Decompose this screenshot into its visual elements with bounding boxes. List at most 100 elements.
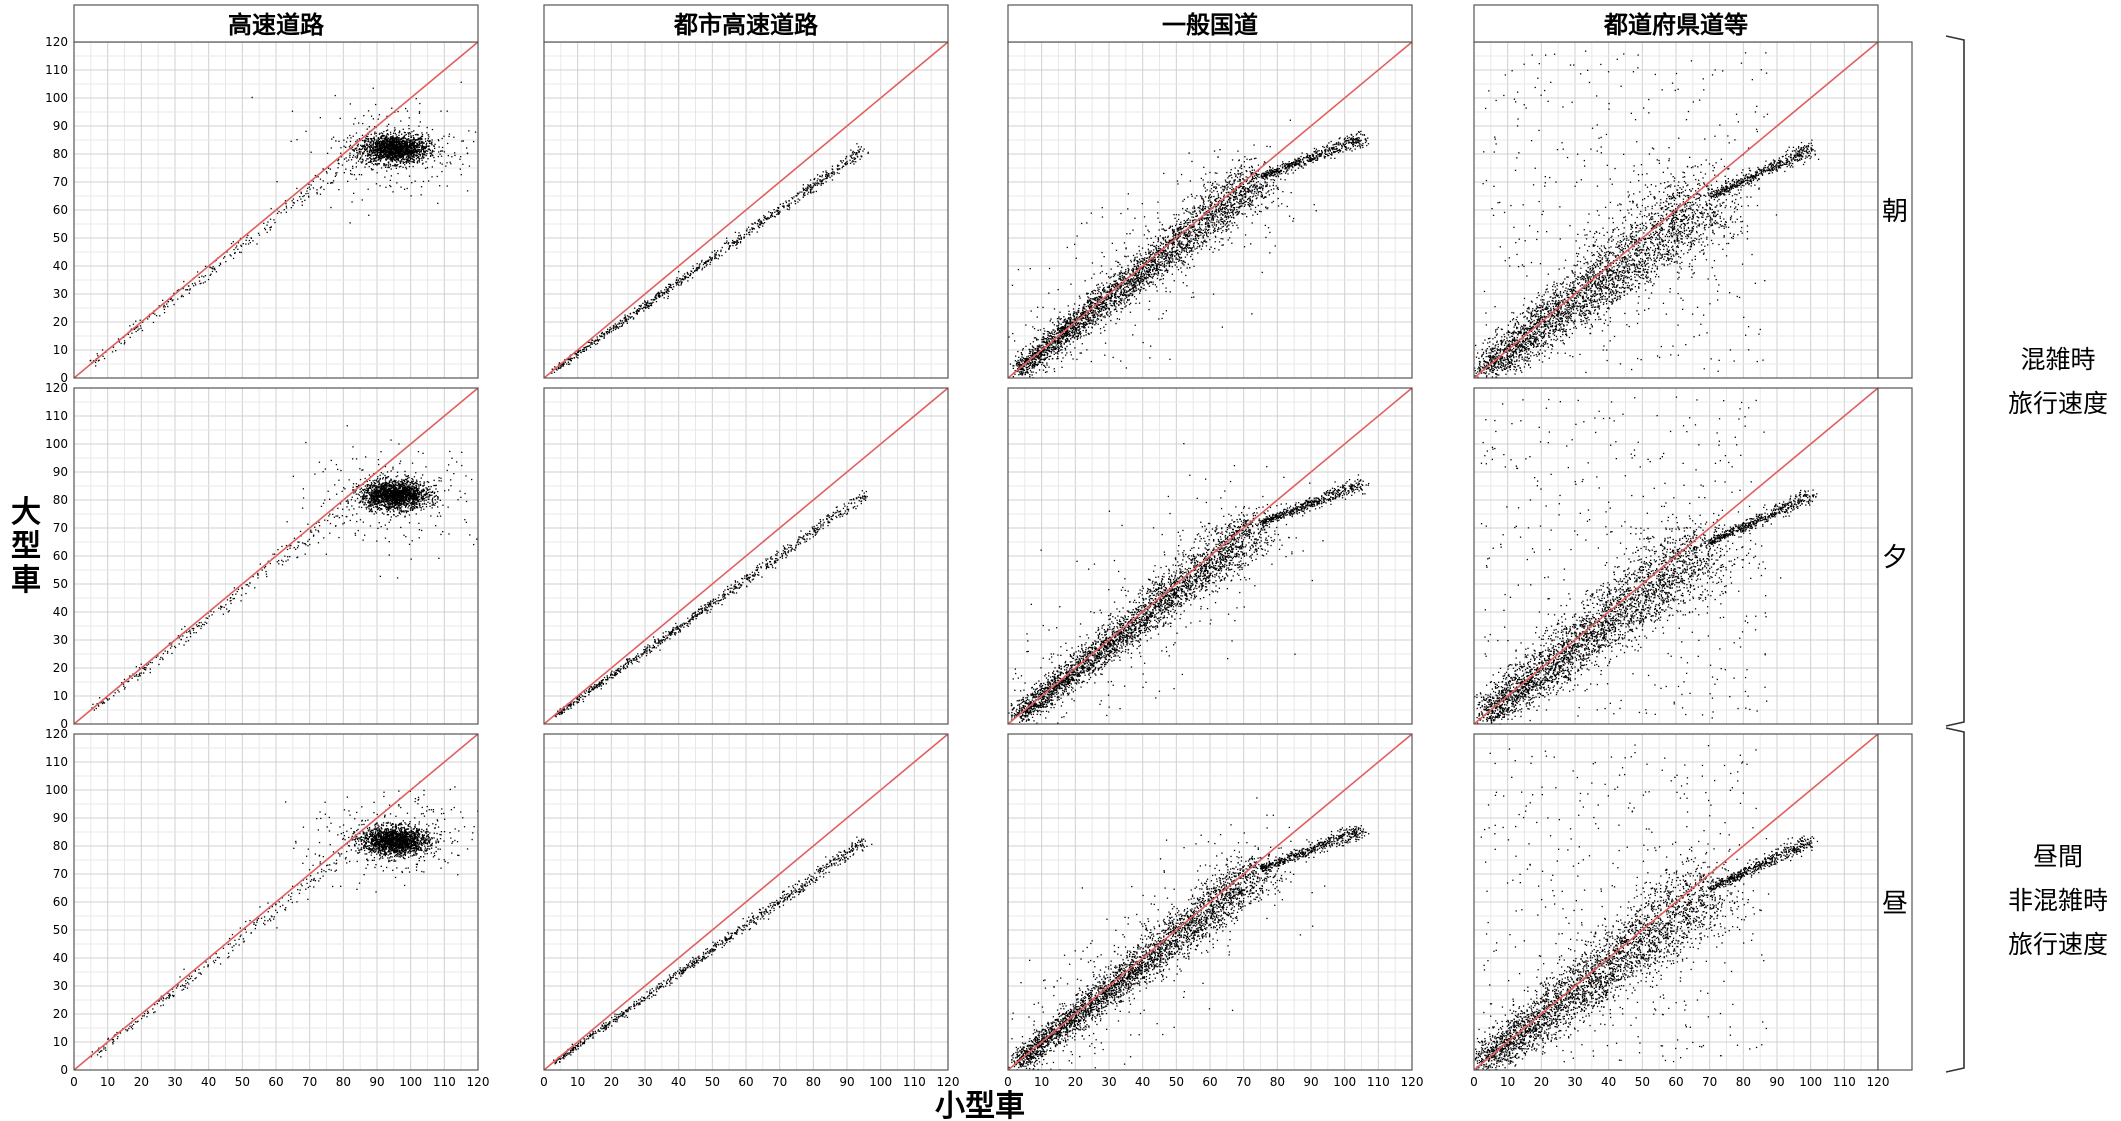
scatter-point [285, 203, 286, 204]
scatter-point [273, 219, 274, 220]
scatter-point [422, 156, 423, 157]
scatter-point [409, 176, 410, 177]
scatter-point [376, 133, 377, 134]
scatter-point [440, 111, 441, 112]
scatter-point [440, 154, 441, 155]
scatter-point [381, 132, 382, 133]
scatter-point [409, 499, 410, 500]
scatter-point [434, 505, 435, 506]
scatter-point [354, 149, 355, 150]
scatter-point [413, 130, 414, 131]
scatter-point [409, 166, 410, 167]
scatter-point [366, 143, 367, 144]
scatter-point [466, 501, 467, 502]
scatter-point [359, 506, 360, 507]
scatter-point [113, 347, 114, 348]
scatter-point [233, 241, 234, 242]
scatter-point [375, 163, 376, 164]
scatter-point [383, 156, 384, 157]
scatter-point [389, 185, 390, 186]
scatter-point [390, 157, 391, 158]
scatter-point [400, 166, 401, 167]
scatter-point [395, 145, 396, 146]
scatter-point [336, 174, 337, 175]
scatter-point [399, 166, 400, 167]
scatter-point [428, 180, 429, 181]
scatter-point [212, 271, 213, 272]
scatter-point [409, 152, 410, 153]
scatter-point [397, 146, 398, 147]
scatter-point [421, 158, 422, 159]
scatter-point [408, 160, 409, 161]
scatter-point [347, 137, 348, 138]
scatter-point [398, 139, 399, 140]
scatter-point [392, 135, 393, 136]
scatter-point [360, 489, 361, 490]
scatter-point [449, 134, 450, 135]
scatter-point [373, 118, 374, 119]
scatter-point [468, 130, 469, 131]
scatter-point [428, 499, 429, 500]
scatter-point [390, 480, 391, 481]
scatter-point [364, 142, 365, 143]
scatter-point [440, 500, 441, 501]
scatter-point [173, 304, 174, 305]
scatter-point [397, 155, 398, 156]
scatter-point [327, 183, 328, 184]
scatter-point [400, 149, 401, 150]
scatter-point [404, 516, 405, 517]
scatter-point [358, 144, 359, 145]
scatter-point [353, 123, 354, 124]
scatter-point [368, 189, 369, 190]
scatter-point [304, 195, 305, 196]
scatter-point [350, 170, 351, 171]
scatter-point [371, 169, 372, 170]
scatter-point [359, 148, 360, 149]
scatter-point [384, 152, 385, 153]
scatter-point [419, 103, 420, 104]
scatter-point [377, 160, 378, 161]
scatter-point [413, 149, 414, 150]
scatter-point [396, 182, 397, 183]
scatter-point [130, 337, 131, 338]
scatter-point [382, 141, 383, 142]
scatter-point [367, 129, 368, 130]
scatter-point [401, 138, 402, 139]
scatter-point [340, 147, 341, 148]
scatter-point [376, 139, 377, 140]
scatter-point [417, 143, 418, 144]
scatter-point [136, 331, 137, 332]
scatter-point [405, 167, 406, 168]
scatter-point [381, 158, 382, 159]
scatter-point [392, 191, 393, 192]
scatter-point [410, 195, 411, 196]
scatter-point [430, 156, 431, 157]
scatter-point [388, 157, 389, 158]
scatter-point [420, 121, 421, 122]
scatter-point [95, 362, 96, 363]
scatter-point [391, 147, 392, 148]
scatter-point [292, 205, 293, 206]
scatter-point [434, 160, 435, 161]
y-tick-label: 70 [53, 175, 68, 189]
scatter-point [368, 162, 369, 163]
scatter-point [430, 150, 431, 151]
scatter-point [357, 145, 358, 146]
y-tick-label: 90 [53, 119, 68, 133]
scatter-point [302, 201, 303, 202]
scatter-point [385, 479, 386, 480]
scatter-point [411, 155, 412, 156]
scatter-point [380, 160, 381, 161]
scatter-point [375, 155, 376, 156]
scatter-point [382, 512, 383, 513]
scatter-point [210, 275, 211, 276]
scatter-point [420, 145, 421, 146]
scatter-point [432, 499, 433, 500]
scatter-point [246, 240, 247, 241]
scatter-point [396, 143, 397, 144]
scatter-point [369, 155, 370, 156]
scatter-point [400, 160, 401, 161]
scatter-point [366, 136, 367, 137]
scatter-point [164, 312, 165, 313]
scatter-point [406, 134, 407, 135]
